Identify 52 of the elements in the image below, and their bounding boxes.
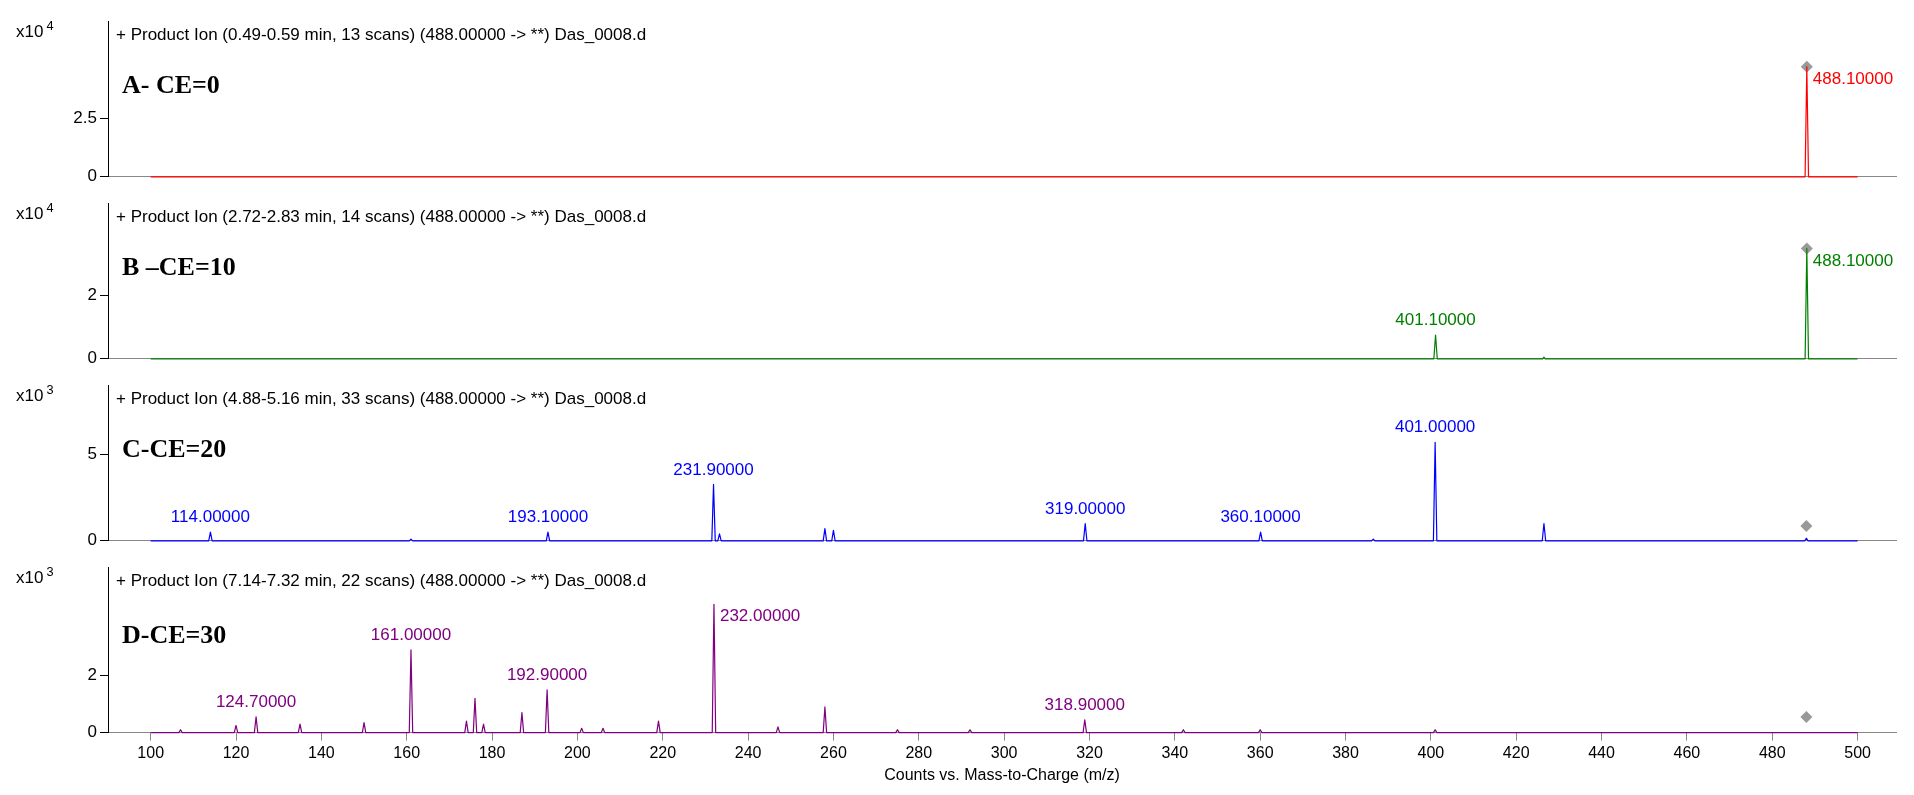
annotation: 232.00000: [719, 606, 801, 626]
x-tick-label: 400: [1417, 743, 1445, 761]
x-tick-label: 280: [905, 743, 933, 761]
x-tick-label: 100: [137, 743, 165, 761]
chart-title: + Product Ion (0.49-0.59 min, 13 scans) (488.00000 -> **) Das_0008.d: [116, 25, 647, 45]
x-tick-label: 500: [1844, 743, 1872, 761]
x-tick-label: 360: [1246, 743, 1274, 761]
x-tick-label: 300: [990, 743, 1018, 761]
chart-title: + Product Ion (2.72-2.83 min, 14 scans) (488.00000 -> **) Das_0008.d: [116, 207, 647, 227]
x-axis-title: Counts vs. Mass-to-Charge (m/z): [884, 765, 1120, 783]
x-tick-label: 180: [478, 743, 506, 761]
y-tick-label: 0: [87, 348, 97, 368]
annotation: 114.00000: [170, 507, 250, 527]
x-tick-label: 240: [734, 743, 762, 761]
x-tick-label: 440: [1588, 743, 1615, 761]
x-tick-label: 120: [222, 743, 250, 761]
annotation: 192.90000: [506, 665, 588, 685]
x-tick-label: 260: [820, 743, 847, 761]
y-tick-label: 2: [87, 665, 97, 685]
y-tick-label: 5: [87, 444, 97, 464]
annotation: A- CE=0: [122, 70, 220, 100]
annotation: 193.10000: [507, 507, 589, 527]
x-tick-label: 220: [649, 743, 677, 761]
annotation: C-CE=20: [122, 434, 227, 464]
annotation: 401.00000: [1394, 417, 1476, 437]
y-tick-label: 2.5: [73, 108, 97, 128]
x-tick-label: 160: [393, 743, 421, 761]
x-tick-label: 420: [1502, 743, 1530, 761]
annotation: 319.00000: [1045, 498, 1126, 518]
x-tick-label: 380: [1332, 743, 1359, 761]
annotation: 318.90000: [1044, 694, 1125, 714]
annotation: 124.70000: [215, 692, 297, 712]
annotation: B –CE=10: [122, 252, 236, 282]
chart-title: + Product Ion (4.88-5.16 min, 33 scans) (488.00000 -> **) Das_0008.d: [116, 389, 647, 409]
annotation: 401.10000: [1395, 310, 1476, 330]
annotation: D-CE=30: [122, 620, 227, 650]
x-tick-label: 460: [1673, 743, 1701, 761]
annotation: 488.10000: [1812, 250, 1894, 270]
annotation: 488.10000: [1812, 68, 1894, 88]
annotation: 231.90000: [673, 459, 754, 479]
y-tick-label: 0: [87, 722, 97, 742]
x-tick-label: 340: [1161, 743, 1189, 761]
annotation: 161.00000: [370, 625, 452, 645]
y-tick-label: 0: [87, 166, 97, 186]
x-tick-label: 480: [1758, 743, 1786, 761]
x-tick-label: 140: [308, 743, 335, 761]
y-tick-label: 2: [87, 284, 97, 304]
x-tick-label: 200: [564, 743, 591, 761]
annotation: 360.10000: [1220, 507, 1301, 527]
x-tick-label: 320: [1076, 743, 1103, 761]
y-tick-label: 0: [87, 530, 97, 550]
chart-title: + Product Ion (7.14-7.32 min, 22 scans) (488.00000 -> **) Das_0008.d: [116, 571, 647, 591]
